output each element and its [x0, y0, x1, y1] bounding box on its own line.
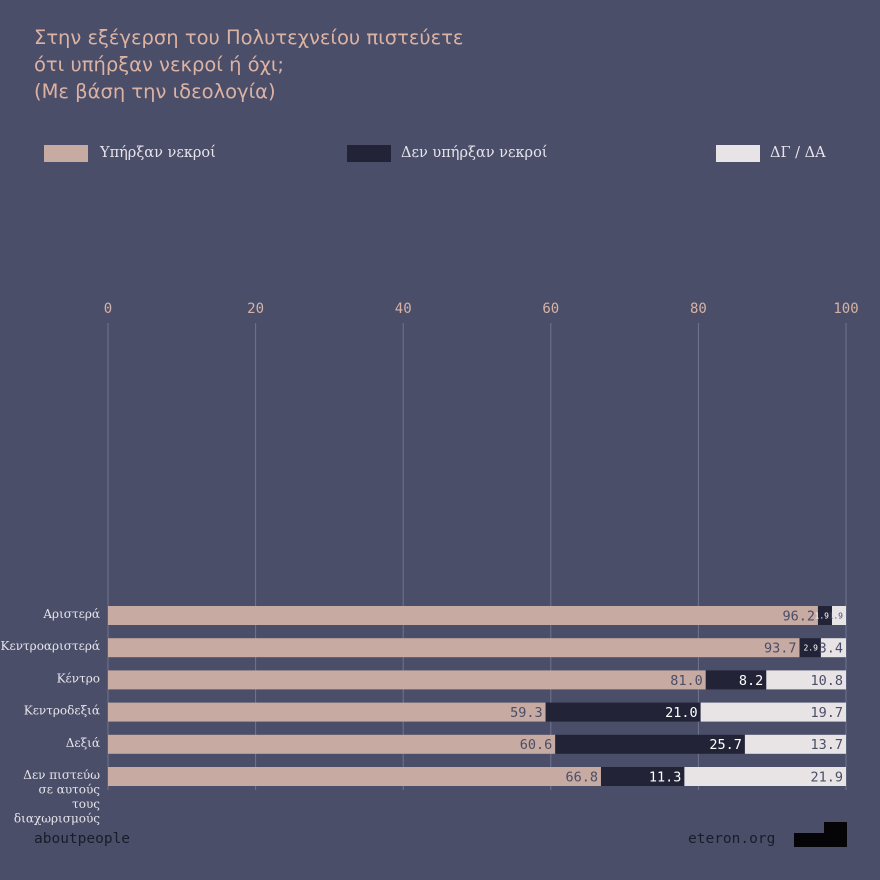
bar-segment — [700, 702, 846, 722]
title-line-1: Στην εξέγερση του Πολυτεχνείου πιστεύετε — [34, 26, 464, 49]
data-label: 2.9 — [803, 644, 818, 653]
data-label: 8.2 — [739, 673, 763, 689]
bar-segment — [799, 638, 821, 658]
data-label: 59.3 — [510, 705, 543, 721]
footer-source: aboutpeople — [34, 831, 131, 847]
bar-segment — [817, 606, 832, 625]
data-label: 93.7 — [764, 641, 797, 657]
bar-segment — [555, 734, 745, 754]
footer-site: eteron.org — [688, 831, 776, 847]
chart-title: Στην εξέγερση του Πολυτεχνείου πιστεύετε… — [34, 24, 654, 105]
bar-segment — [108, 638, 800, 658]
bar-segment — [108, 734, 556, 754]
bar-segment — [744, 734, 846, 754]
bar-segment — [684, 767, 846, 786]
category-label: Αριστερά — [42, 607, 100, 621]
data-label: 81.0 — [670, 673, 703, 689]
legend-swatch-dk — [716, 145, 760, 162]
category-label: Δεν πιστεύω — [23, 768, 100, 782]
bar-segment — [705, 670, 767, 690]
category-label: σε αυτούς — [39, 783, 101, 797]
title-line-3: (Με βάση την ιδεολογία) — [34, 80, 276, 103]
x-tick-label: 20 — [247, 301, 264, 317]
category-label: τους — [72, 797, 100, 811]
x-tick-label: 0 — [104, 301, 112, 317]
bar-segment — [600, 767, 685, 786]
data-label: 25.7 — [709, 737, 742, 753]
data-label: 11.3 — [649, 769, 682, 785]
data-label: 60.6 — [520, 737, 553, 753]
data-label: 13.7 — [810, 737, 843, 753]
data-label: 19.7 — [810, 705, 843, 721]
category-label: Δεξιά — [66, 736, 100, 750]
bar-segment — [545, 702, 701, 722]
data-label: 1.9 — [815, 611, 830, 620]
x-tick-label: 100 — [833, 301, 858, 317]
bar-segment — [831, 606, 846, 625]
data-label: 10.8 — [810, 673, 843, 689]
bar-segment — [108, 702, 546, 722]
category-label: Κεντροαριστερά — [1, 639, 100, 653]
bar-segment — [108, 670, 706, 690]
bar-segment — [820, 638, 846, 658]
data-label: 21.9 — [810, 769, 843, 785]
category-label: διαχωρισμούς — [14, 812, 100, 826]
bar-segment — [108, 767, 601, 786]
x-tick-label: 60 — [542, 301, 559, 317]
legend-label-no-dead: Δεν υπήρξαν νεκροί — [401, 145, 548, 161]
data-label: 1.9 — [829, 611, 844, 620]
data-label: 3.4 — [819, 641, 843, 657]
legend-swatch-dead — [44, 145, 88, 162]
data-label: 96.2 — [782, 608, 815, 624]
legend-swatch-no-dead — [347, 145, 391, 162]
x-tick-label: 80 — [690, 301, 707, 317]
bar-segment — [766, 670, 846, 690]
data-label: 66.8 — [565, 769, 598, 785]
category-label: Κεντροδεξιά — [24, 704, 100, 718]
legend-label-dead: Υπήρξαν νεκροί — [100, 145, 216, 161]
eteron-logo — [794, 822, 847, 847]
category-label: Κέντρο — [57, 671, 100, 685]
x-tick-label: 40 — [395, 301, 412, 317]
bar-segment — [108, 606, 818, 625]
title-line-2: ότι υπήρξαν νεκροί ή όχι; — [34, 53, 284, 76]
legend-label-dk: ΔΓ / ΔΑ — [770, 145, 826, 161]
data-label: 21.0 — [665, 705, 698, 721]
